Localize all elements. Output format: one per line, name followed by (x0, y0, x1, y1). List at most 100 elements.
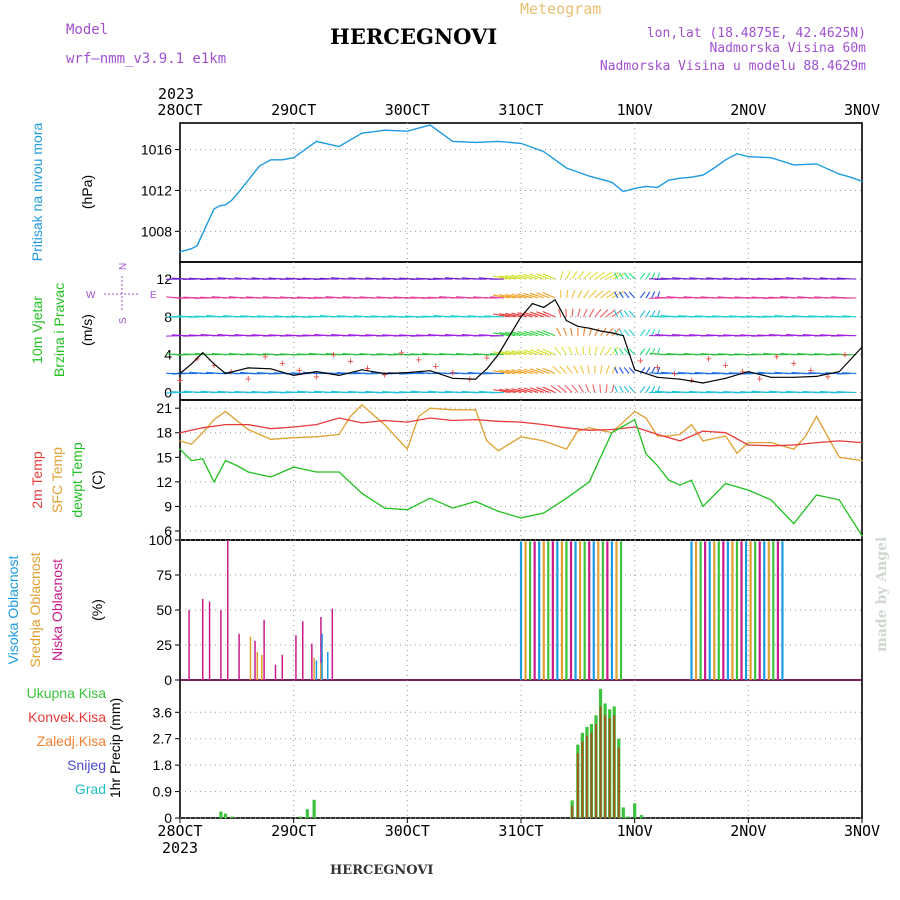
wind-arrow (570, 327, 573, 336)
wind-arrow (542, 273, 556, 280)
pressure-line-point (474, 141, 477, 144)
dewpt-line-point (429, 497, 431, 499)
pressure-line-point (270, 159, 272, 161)
bottom-tick-29OCT: 29OCT (271, 822, 316, 840)
sfc-temp-line-point (645, 417, 647, 419)
top-tick-29OCT: 29OCT (271, 101, 316, 119)
sfc-temp-line-point (384, 423, 386, 426)
wind-arrow (623, 272, 630, 280)
pressure-line-point (230, 200, 232, 202)
wind-compass: W E N S (86, 263, 157, 324)
gust-marker: + (705, 353, 711, 365)
conv-rain-bar (571, 806, 574, 818)
precip-legend-2: Konvek.Kisa (28, 709, 106, 725)
wind-arrow (588, 271, 599, 280)
wind-arrow (499, 369, 516, 375)
dewpt-line-point (406, 509, 408, 511)
gust-marker: + (279, 358, 285, 370)
pressure-label: Pritisak na nivou mora (29, 123, 45, 262)
wind-arrow (529, 349, 544, 356)
wind-arrow (605, 272, 619, 280)
pressure-line-point (838, 173, 840, 175)
sfc-temp-line-point (656, 435, 659, 437)
precip-ytick-label: 2.7 (153, 731, 173, 747)
sfc-temp-line-point (861, 459, 863, 462)
wind-arrow (651, 329, 656, 336)
temp2m-line-point (247, 423, 249, 426)
wind-arrow (594, 271, 606, 280)
pressure-line-point (588, 175, 590, 177)
total-rain-bar (305, 809, 309, 818)
dewpt-line-point (838, 499, 840, 501)
gust-marker: + (791, 358, 797, 370)
gust-marker: + (433, 361, 439, 373)
compass-s: S (118, 317, 129, 324)
cloud-ytick-label: 100 (149, 532, 173, 548)
sfc-temp-line-point (315, 436, 317, 438)
temp2m-line-point (406, 421, 408, 423)
wind-arrow (529, 387, 544, 393)
compass-w: W (86, 290, 96, 301)
wind-arrow (628, 310, 636, 318)
wind-arrow (639, 272, 646, 280)
dewpt-line-point (645, 453, 647, 455)
wind-arrow (587, 365, 590, 374)
temp-label-2: SFC Temp (49, 447, 65, 513)
wind-arrow (611, 272, 626, 280)
sfc-temp-line-point (486, 440, 488, 442)
dewpt-line-point (213, 481, 215, 483)
temp2m-line-point (543, 423, 545, 426)
wind-speed-line-point (224, 372, 227, 375)
temp2m-line-point (361, 422, 363, 424)
wind-speed-line-point (634, 369, 636, 371)
pressure-line-point (384, 129, 386, 131)
meteogram-label: Meteogram (520, 0, 601, 18)
wind-speed-line-point (315, 371, 317, 373)
wind-arrow (557, 384, 567, 393)
temp2m-line-point (793, 444, 795, 446)
wind-arrow (561, 346, 567, 355)
wind-arrow (554, 346, 562, 355)
wind-arrow (536, 330, 550, 337)
pressure-line-point (361, 132, 363, 134)
sfc-temp-line-point (418, 415, 420, 417)
wind-arrow (523, 349, 539, 356)
wind-arrow (517, 331, 533, 337)
wind-arrow (505, 312, 522, 318)
gust-marker: + (825, 371, 831, 383)
temp-ytick-label: 21 (156, 400, 172, 416)
wind-arrow (600, 271, 613, 280)
wind-speed-line-point (554, 299, 556, 301)
wind-ytick-label: 12 (156, 271, 172, 287)
temp-ytick-label: 9 (164, 498, 172, 514)
wind-arrow (542, 386, 556, 393)
wind-arrow (600, 346, 605, 355)
wind-speed-line-point (384, 372, 386, 375)
pressure-line-point (611, 181, 613, 183)
temp2m-line-point (179, 432, 181, 434)
wind-arrow (492, 332, 510, 337)
pressure-line-point (690, 176, 693, 178)
bottom-tick-2NOV: 2NOV (730, 822, 766, 840)
temp2m-line-point (725, 432, 727, 434)
dewpt-line-point (384, 507, 386, 509)
dewpt-line-point (361, 492, 363, 494)
temp2m-line-point (293, 426, 295, 428)
gust-marker: + (245, 373, 251, 385)
wind-arrow (517, 349, 533, 356)
wind-arrow (623, 348, 630, 355)
wind-speed-line-point (247, 367, 249, 369)
dewpt-line-point (543, 512, 545, 514)
pressure-line-point (702, 174, 704, 176)
wind-arrow (499, 332, 516, 337)
wind-arrow (656, 272, 661, 280)
wind-arrow (492, 294, 510, 299)
sfc-temp-line-point (770, 441, 772, 444)
wind-arrow (565, 308, 568, 317)
wind-arrow (628, 329, 636, 337)
sfc-temp-line-point (736, 452, 738, 454)
temp2m-line-point (702, 430, 704, 432)
dewpt-line-point (725, 482, 727, 485)
cloud-ytick-label: 0 (164, 672, 172, 688)
sfc-temp-line-point (543, 440, 545, 442)
